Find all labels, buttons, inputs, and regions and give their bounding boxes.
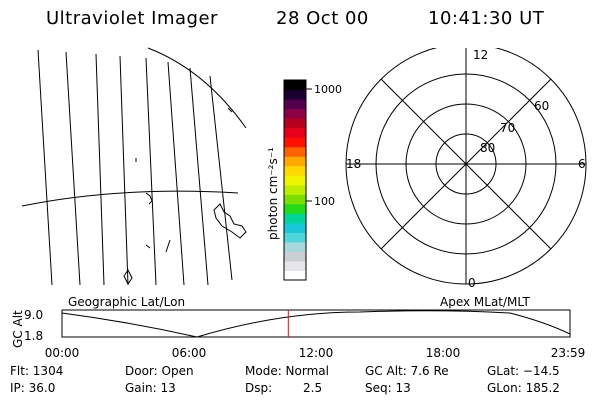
colorbar-cell <box>284 108 306 119</box>
door-status: Door: Open <box>125 364 194 378</box>
coastline <box>165 239 171 253</box>
dsp-value: 2.5 <box>303 381 323 395</box>
colorbar-cell <box>284 89 306 100</box>
time-tick-12: 12:00 <box>299 346 334 360</box>
colorbar-cell <box>284 80 306 91</box>
mlat-label-80: 80 <box>480 141 495 155</box>
gain-value: Gain: 13 <box>125 381 176 395</box>
colorbar-cell <box>284 270 306 281</box>
date-label: 28 Oct 00 <box>276 8 369 29</box>
mlt-label-12: 12 <box>473 48 488 62</box>
colorbar-cell <box>284 203 306 214</box>
mlt-label-6: 6 <box>578 157 586 171</box>
colorbar-cell <box>284 127 306 138</box>
coastline <box>213 203 247 239</box>
gc-alt-tick-1.8: 1.8 <box>24 329 43 343</box>
coastline <box>227 107 233 113</box>
colorbar-tick-1000: 1000 <box>314 83 342 96</box>
coastline <box>145 192 153 205</box>
polar-plot: 12 18 6 0 80 70 60 <box>345 48 587 290</box>
meridian-line <box>65 51 81 286</box>
mlat-label-60: 60 <box>534 99 549 113</box>
gc-alt-axis-label: GC Alt <box>11 310 25 348</box>
time-label: 10:41:30 UT <box>428 8 545 29</box>
time-tick-00: 00:00 <box>45 346 80 360</box>
gc-alt-timeline: GC Alt 9.0 1.8 00:00 06:00 12:00 18:00 2… <box>11 308 586 360</box>
ip-value: IP: 36.0 <box>10 381 56 395</box>
mlt-label-0: 0 <box>468 276 476 290</box>
polar-diagonal <box>380 78 552 250</box>
geographic-map <box>21 47 247 286</box>
geographic-latitude: GLat: −14.5 <box>487 364 560 378</box>
color-scale: 1000 100 photon cm⁻²s⁻¹ <box>266 79 342 281</box>
sequence-number: Seq: 13 <box>365 381 411 395</box>
colorbar-cell <box>284 99 306 110</box>
colorbar-cell <box>284 213 306 224</box>
colorbar-cell <box>284 194 306 205</box>
timeline-frame <box>61 309 571 338</box>
mode-value: Mode: Normal <box>245 364 329 378</box>
colorbar-cell <box>284 251 306 262</box>
parallel-line <box>21 190 239 207</box>
coastline <box>145 244 151 249</box>
instrument-title: Ultraviolet Imager <box>46 8 218 29</box>
meridian-line <box>167 61 185 286</box>
gc-altitude: GC Alt: 7.6 Re <box>365 364 449 378</box>
colorbar-cell <box>284 146 306 157</box>
colorbar-cell <box>284 137 306 148</box>
meridian-line <box>95 53 105 286</box>
geographic-latlon-label: Geographic Lat/Lon <box>68 295 186 309</box>
gc-alt-tick-9: 9.0 <box>24 308 43 322</box>
colorbar-cell <box>284 241 306 252</box>
meridian-line <box>189 67 209 286</box>
colorbar-unit-label: photon cm⁻²s⁻¹ <box>266 147 280 240</box>
meridian-line <box>119 55 129 286</box>
time-tick-18: 18:00 <box>426 346 461 360</box>
time-tick-2359: 23:59 <box>551 346 586 360</box>
colorbar-cell <box>284 260 306 271</box>
colorbar-cell <box>284 118 306 129</box>
coastline <box>123 269 133 285</box>
colorbar-tick-100: 100 <box>314 195 335 208</box>
geographic-longitude: GLon: 185.2 <box>487 381 560 395</box>
colorbar-cell <box>284 175 306 186</box>
flight-number: Flt: 1304 <box>10 364 64 378</box>
meridian-line <box>37 49 53 286</box>
mlat-label-70: 70 <box>500 121 515 135</box>
meridian-line <box>145 57 157 286</box>
parallel-line <box>147 47 247 129</box>
colorbar-cell <box>284 156 306 167</box>
colorbar-cell <box>284 232 306 243</box>
meridian-line <box>209 75 233 281</box>
time-tick-06: 06:00 <box>172 346 207 360</box>
apex-mlat-mlt-label: Apex MLat/MLT <box>440 295 530 309</box>
colorbar-cell <box>284 222 306 233</box>
dsp-label: Dsp: <box>245 381 273 395</box>
colorbar-cell <box>284 184 306 195</box>
altitude-curve <box>61 310 571 338</box>
mlt-label-18: 18 <box>346 157 361 171</box>
colorbar-cell <box>284 165 306 176</box>
colorbar-frame <box>283 79 307 281</box>
